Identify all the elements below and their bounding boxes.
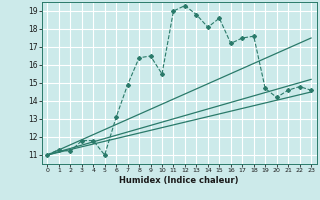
X-axis label: Humidex (Indice chaleur): Humidex (Indice chaleur): [119, 176, 239, 185]
